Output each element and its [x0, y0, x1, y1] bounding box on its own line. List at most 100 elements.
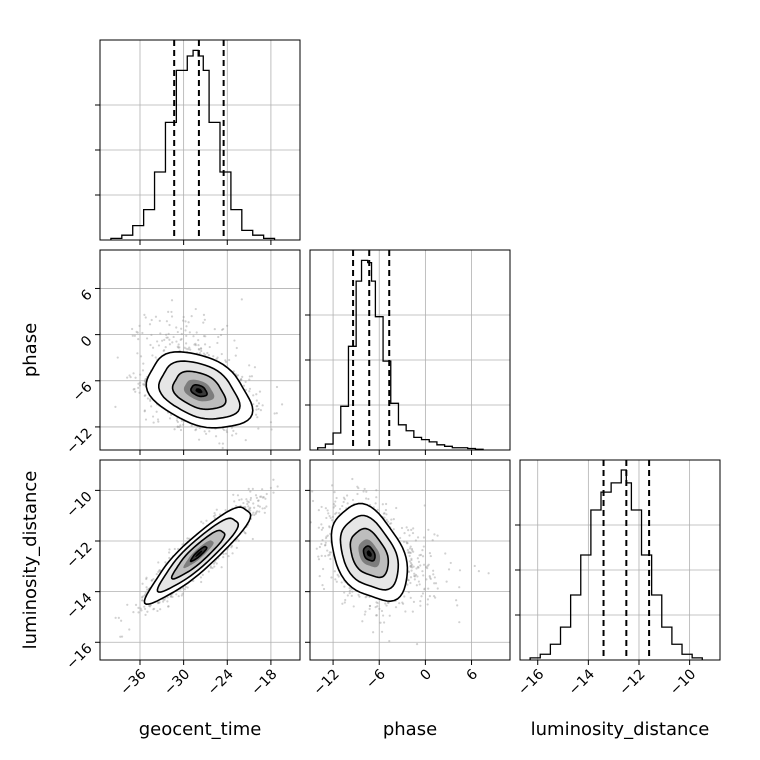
scatter-point	[417, 566, 420, 569]
scatter-point	[215, 508, 218, 511]
scatter-point	[357, 593, 360, 597]
scatter-point	[387, 601, 390, 605]
scatter-point	[255, 399, 258, 402]
scatter-point	[143, 383, 146, 387]
scatter-point	[144, 379, 147, 382]
scatter-point	[410, 564, 413, 567]
scatter-point	[202, 321, 205, 324]
scatter-point	[406, 579, 410, 582]
scatter-point	[140, 609, 143, 612]
scatter-point	[137, 338, 140, 341]
scatter-point	[222, 327, 225, 331]
scatter-point	[139, 373, 142, 376]
histogram-panel-phase	[305, 250, 510, 450]
scatter-point	[410, 566, 414, 569]
scatter-point	[317, 509, 320, 512]
scatter-point	[324, 507, 327, 510]
scatter-point	[458, 569, 462, 572]
scatter-point	[410, 563, 414, 566]
scatter-point	[375, 489, 378, 492]
scatter-point	[116, 356, 119, 359]
scatter-point	[170, 299, 174, 302]
y-tick-label-luminosity_distance: −12	[63, 539, 95, 571]
scatter-point	[364, 596, 367, 599]
scatter-point	[405, 540, 408, 544]
scatter-point	[427, 563, 430, 566]
scatter-point	[157, 420, 160, 423]
scatter-point	[185, 334, 188, 338]
scatter-point	[320, 554, 323, 557]
scatter-point	[186, 537, 189, 540]
scatter-point	[341, 602, 344, 605]
scatter-point	[421, 555, 425, 558]
scatter-point	[436, 587, 439, 590]
scatter-point	[181, 587, 184, 590]
scatter-point	[432, 569, 435, 572]
scatter-point	[399, 536, 402, 540]
scatter-point	[148, 323, 152, 326]
scatter-point	[416, 557, 419, 560]
scatter-point	[162, 598, 165, 601]
x-tick-label-geocent_time: −24	[205, 666, 237, 698]
scatter-point	[318, 545, 322, 549]
scatter-point	[156, 340, 159, 343]
scatter-point	[328, 526, 331, 529]
scatter-point	[258, 510, 261, 513]
scatter-point	[432, 595, 436, 598]
scatter-point	[235, 432, 238, 435]
x-tick-label-luminosity_distance: −10	[667, 666, 699, 698]
density-contour-5	[366, 550, 372, 557]
scatter-point	[128, 374, 131, 377]
scatter-point	[311, 499, 315, 503]
scatter-point	[406, 548, 409, 552]
scatter-point	[261, 404, 264, 407]
scatter-point	[269, 421, 273, 424]
scatter-point	[343, 601, 346, 604]
scatter-point	[473, 564, 476, 568]
scatter-point	[236, 374, 240, 377]
scatter-point	[428, 552, 432, 555]
scatter-point	[214, 435, 218, 438]
y-axis-label-phase: phase	[20, 323, 41, 377]
scatter-point	[164, 561, 167, 564]
scatter-panel-geocent_time-luminosity_distance	[100, 452, 300, 660]
scatter-point	[170, 315, 174, 318]
scatter-point	[232, 493, 235, 496]
scatter-point	[338, 507, 342, 511]
scatter-point	[337, 512, 341, 515]
scatter-point	[292, 452, 294, 454]
scatter-point	[141, 331, 144, 335]
scatter-point	[248, 364, 251, 367]
scatter-point	[149, 399, 152, 402]
scatter-point	[143, 409, 146, 412]
scatter-point	[400, 526, 404, 530]
scatter-point	[141, 595, 144, 598]
scatter-point	[220, 352, 223, 356]
scatter-point	[236, 494, 240, 497]
scatter-point	[382, 512, 386, 515]
scatter-point	[458, 621, 461, 624]
histogram-panel-luminosity_distance	[515, 460, 720, 660]
scatter-point	[203, 343, 207, 346]
scatter-point	[203, 430, 206, 433]
scatter-point	[213, 517, 216, 520]
scatter-point	[143, 383, 146, 386]
scatter-point	[413, 575, 417, 578]
scatter-point	[195, 428, 198, 431]
scatter-panel-geocent_time-phase	[100, 250, 300, 450]
scatter-point	[363, 613, 366, 616]
scatter-point	[142, 362, 145, 365]
scatter-point	[477, 570, 480, 573]
scatter-point	[150, 579, 153, 582]
scatter-point	[167, 332, 170, 335]
scatter-point	[181, 319, 185, 322]
x-tick-label-phase: −12	[311, 666, 343, 698]
scatter-point	[320, 523, 323, 526]
scatter-point	[248, 375, 251, 378]
scatter-point	[244, 380, 247, 384]
histogram-geocent_time	[110, 49, 276, 240]
density-contour-5	[195, 550, 203, 557]
scatter-point	[255, 405, 258, 408]
scatter-point	[186, 586, 189, 589]
scatter-point	[137, 382, 140, 385]
